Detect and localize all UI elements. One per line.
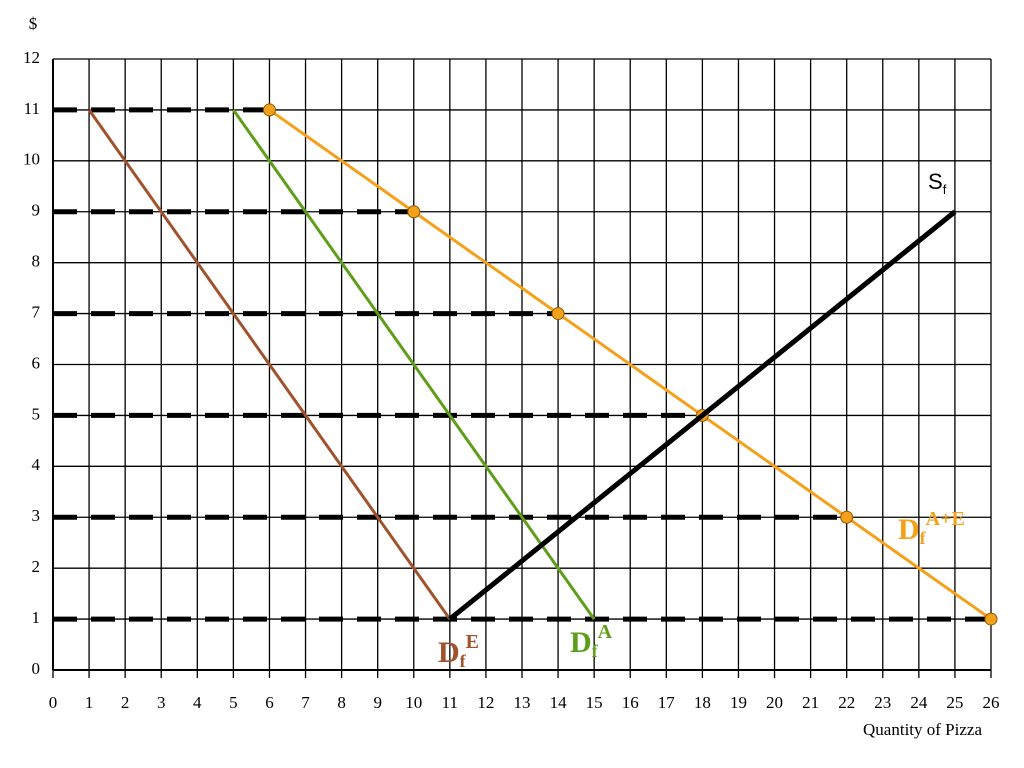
series-label-superscript: A+E: [926, 508, 965, 530]
x-tick-label: 16: [622, 693, 639, 712]
x-tick-label: 3: [157, 693, 166, 712]
x-tick-label: 19: [730, 693, 747, 712]
point: [262, 103, 276, 117]
y-tick-label: 8: [32, 252, 41, 271]
x-tick-label: 7: [301, 693, 310, 712]
y-tick-label: 10: [23, 150, 40, 169]
x-tick-label: 6: [265, 693, 274, 712]
series-label: Sf: [928, 169, 947, 198]
x-tick-label: 10: [405, 693, 422, 712]
series-line: [268, 108, 992, 621]
x-tick-label: 9: [373, 693, 382, 712]
y-tick-label: 0: [32, 659, 41, 678]
series-label-subscript: f: [943, 182, 947, 197]
series-label: DfA: [570, 621, 613, 662]
point: [984, 612, 998, 626]
series-label-subscript: f: [592, 641, 599, 661]
x-tick-label: 0: [49, 693, 58, 712]
x-tick-label: 4: [193, 693, 202, 712]
series-line: [232, 109, 596, 620]
x-tick-label: 8: [337, 693, 346, 712]
y-tick-label: 11: [24, 99, 40, 118]
x-tick-label: 13: [514, 693, 531, 712]
series-label-name: D: [438, 636, 460, 669]
series-label-name: D: [570, 626, 592, 659]
series-label-subscript: f: [460, 651, 467, 671]
x-tick-label: 11: [442, 693, 458, 712]
y-tick-label: 3: [32, 506, 41, 525]
series-label-name: D: [898, 513, 920, 546]
x-tick-label: 15: [586, 693, 603, 712]
x-tick-label: 17: [658, 693, 676, 712]
x-tick-label: 26: [983, 693, 1000, 712]
y-tick-label: 7: [32, 302, 41, 321]
y-axis-label: $: [29, 14, 38, 33]
y-tick-label: 6: [32, 353, 41, 372]
series-label: DfE: [438, 631, 479, 672]
x-tick-label: 18: [694, 693, 711, 712]
x-tick-label: 20: [766, 693, 783, 712]
x-axis-label: Quantity of Pizza: [863, 720, 982, 739]
series-label: DfA+E: [898, 508, 965, 549]
y-tick-label: 12: [23, 48, 40, 67]
x-tick-label: 2: [121, 693, 130, 712]
series-line: [448, 209, 957, 622]
x-tick-label: 5: [229, 693, 238, 712]
y-tick-label: 2: [32, 557, 41, 576]
y-tick-label: 5: [32, 404, 41, 423]
x-tick-label: 21: [802, 693, 819, 712]
x-tick-label: 1: [85, 693, 94, 712]
point: [407, 205, 421, 219]
point: [840, 510, 854, 524]
y-tick-label: 1: [32, 608, 41, 627]
x-tick-label: 23: [874, 693, 891, 712]
series-label-superscript: A: [598, 621, 613, 643]
series-label-name: S: [928, 169, 943, 194]
y-tick-label: 4: [32, 455, 41, 474]
series-line: [87, 109, 452, 620]
x-tick-label: 14: [550, 693, 568, 712]
x-tick-label: 12: [477, 693, 494, 712]
y-tick-label: 9: [32, 201, 41, 220]
point: [551, 307, 565, 321]
x-tick-label: 25: [946, 693, 963, 712]
series-label-subscript: f: [920, 528, 927, 548]
series-label-superscript: E: [466, 631, 479, 653]
x-tick-label: 22: [838, 693, 855, 712]
x-tick-label: 24: [910, 693, 928, 712]
